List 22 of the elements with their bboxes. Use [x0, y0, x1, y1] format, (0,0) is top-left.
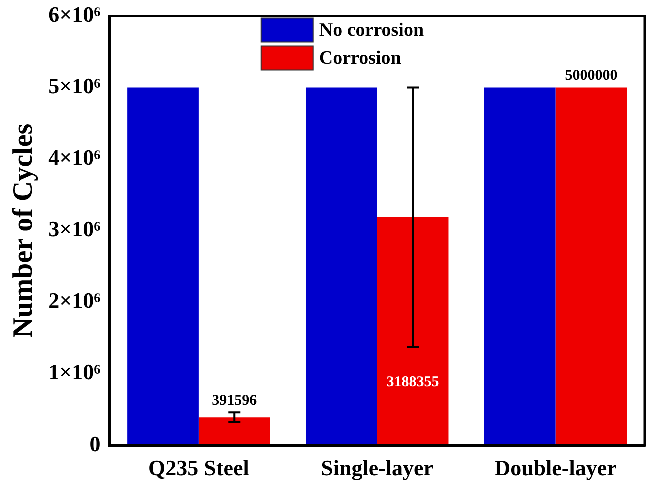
- y-tick-label: 5×10⁶: [48, 73, 102, 98]
- bar: [306, 88, 378, 446]
- bar: [198, 418, 270, 446]
- x-tick-label: Double-layer: [494, 455, 618, 480]
- y-axis-title: Number of Cycles: [8, 124, 40, 338]
- bar: [556, 88, 628, 446]
- y-tick-label: 1×10⁶: [48, 360, 102, 385]
- y-tick-label: 2×10⁶: [48, 288, 102, 314]
- y-tick-label: 4×10⁶: [48, 145, 102, 170]
- data-label: 391596: [212, 393, 258, 410]
- legend-label: No corrosion: [319, 20, 424, 42]
- legend-label: Corrosion: [319, 48, 402, 70]
- bar: [484, 88, 556, 446]
- data-label: 5000000: [565, 68, 618, 84]
- data-label: 3188355: [386, 374, 440, 390]
- y-tick-label: 6×10⁶: [48, 2, 102, 27]
- x-tick-label: Single-layer: [321, 455, 434, 480]
- bar: [377, 217, 449, 446]
- x-tick-label: Q235 Steel: [148, 455, 250, 480]
- y-tick-label: 0: [90, 431, 101, 456]
- bar: [128, 88, 199, 446]
- y-tick-label: 3×10⁶: [48, 216, 102, 242]
